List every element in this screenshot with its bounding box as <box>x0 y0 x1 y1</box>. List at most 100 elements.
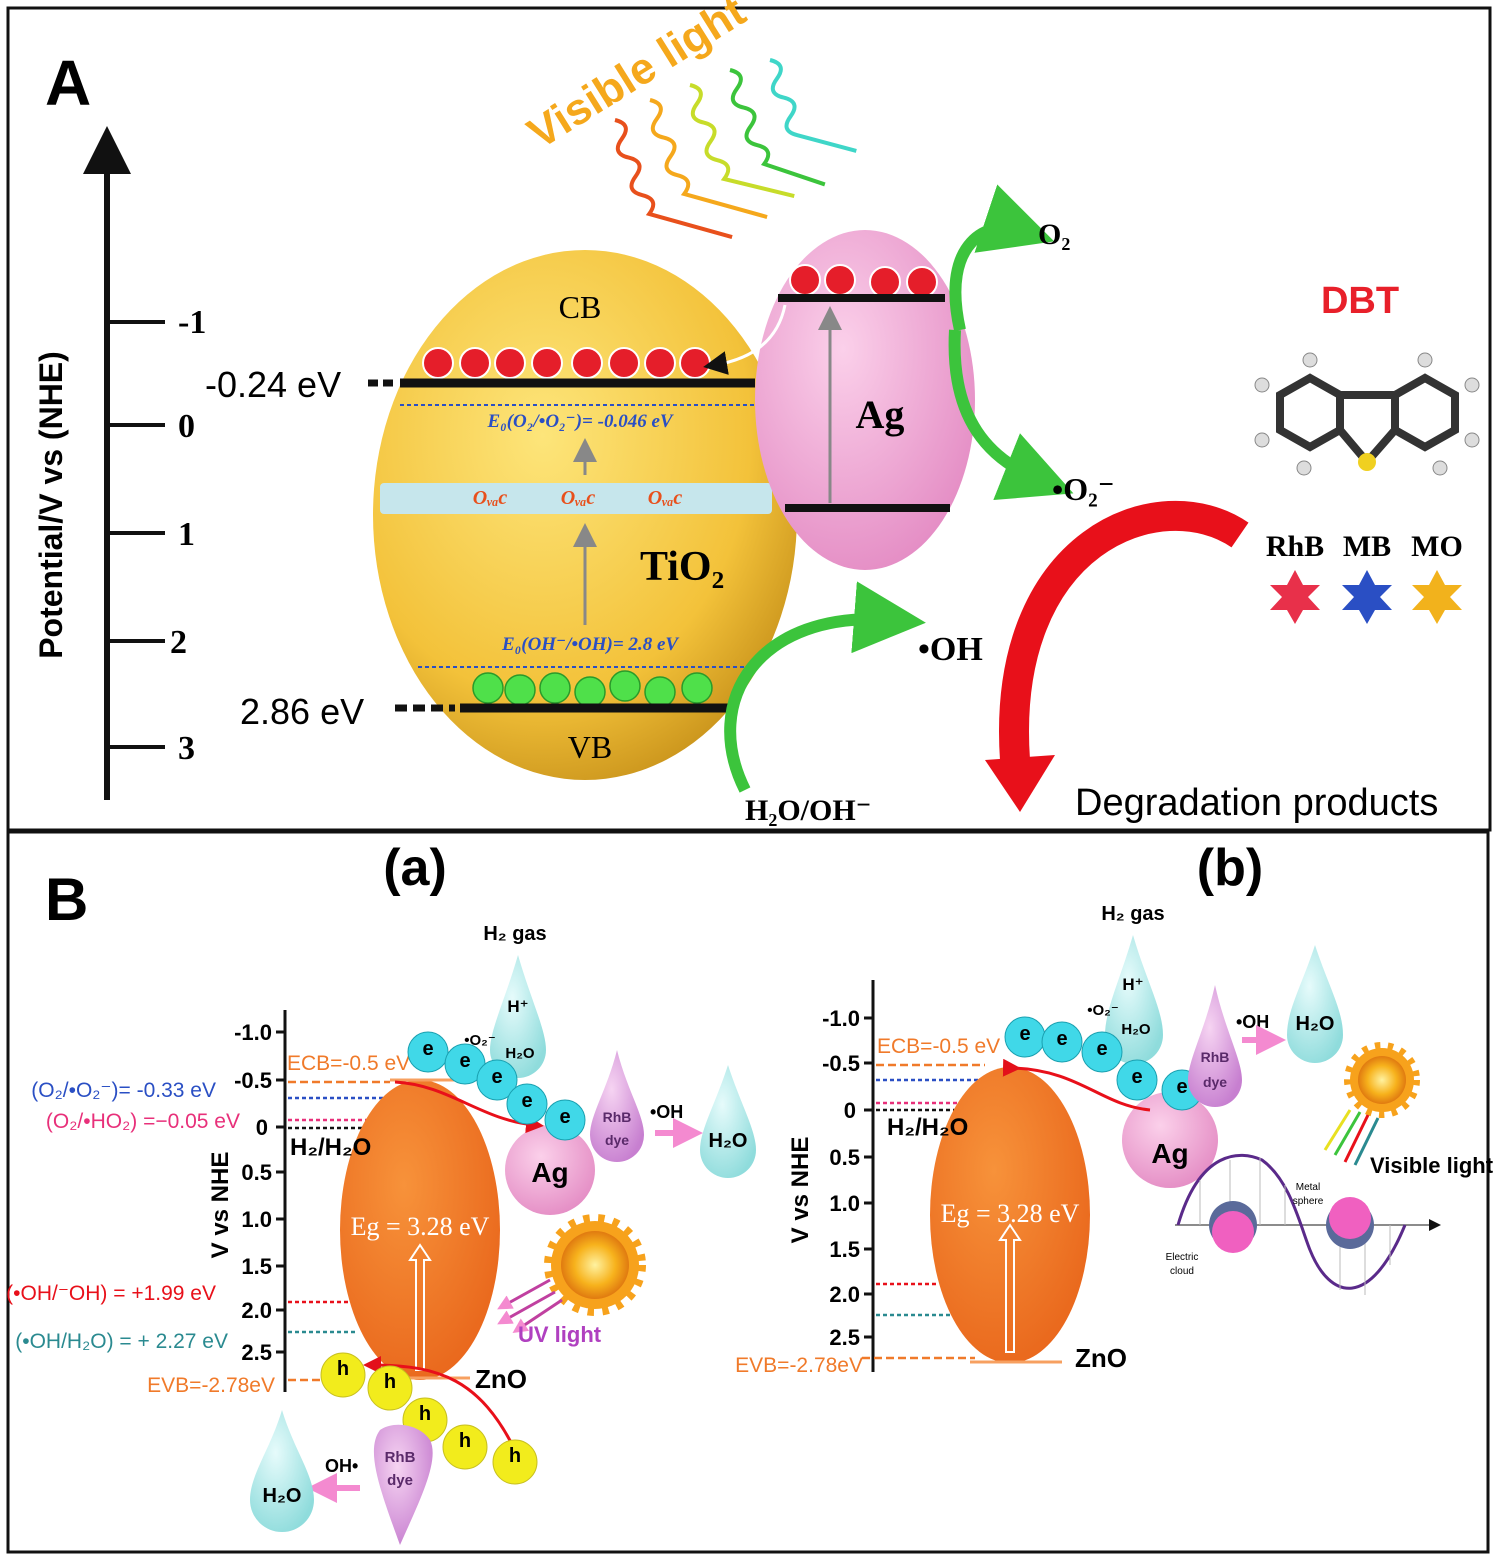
electron-label: e <box>491 1066 502 1088</box>
vb-label: VB <box>568 729 612 765</box>
water-label: H₂O <box>1296 1013 1335 1035</box>
excitation-arrow <box>998 1223 1022 1353</box>
electron-label: e <box>1096 1038 1107 1060</box>
tick-label: 1.0 <box>829 1191 860 1216</box>
evb-label: EVB=-2.78eV <box>735 1354 863 1377</box>
zno-particle <box>930 1067 1090 1363</box>
superoxide-label: •O₂⁻ <box>1052 471 1115 507</box>
holes <box>472 670 713 708</box>
hole-label: h <box>459 1430 471 1452</box>
oh-h2o-potential: (•OH/H₂O) = + 2.27 eV <box>15 1330 228 1353</box>
ag-particle <box>1122 1092 1218 1188</box>
electron-label: e <box>1176 1076 1187 1098</box>
water-label: H₂O <box>263 1485 302 1507</box>
tick-label: 2.5 <box>829 1325 860 1350</box>
h2-gas-label: H₂ gas <box>483 923 546 945</box>
dye-star-icons <box>1270 570 1462 624</box>
tick-label: 1 <box>178 516 195 553</box>
h2-h2o-label: H₂/H₂O <box>887 1114 968 1141</box>
superoxide-label: •O₂⁻ <box>1087 1002 1119 1019</box>
sun-icon <box>544 1214 646 1316</box>
tick-label: 2.0 <box>829 1282 860 1307</box>
panel-a: A -1 0 1 2 3 Potential/V vs (NHE) Visibl… <box>6 0 1492 832</box>
dye-label: RhB <box>1266 530 1324 563</box>
water-drop <box>250 1410 314 1532</box>
uv-light-label: UV light <box>518 1322 602 1347</box>
hole-label: h <box>419 1403 431 1425</box>
o2-superoxide-potential: (O₂/•O₂⁻)= -0.33 eV <box>31 1079 216 1102</box>
tick-label: -1.0 <box>234 1020 272 1045</box>
electron-label: e <box>1131 1066 1142 1088</box>
metal-sphere-label: Metal <box>1296 1182 1320 1193</box>
bandgap-label: Eg = 3.28 eV <box>351 1212 490 1241</box>
water-drop <box>1287 945 1343 1063</box>
degradation-label: Degradation products <box>1075 782 1438 824</box>
dbt-label: DBT <box>1321 280 1399 322</box>
electrons <box>407 1031 586 1141</box>
dbt-molecule-icon <box>1254 352 1480 476</box>
tick-label: -0.5 <box>234 1068 272 1093</box>
subpanel-title: (b) <box>1197 839 1263 897</box>
superoxide-label: •O₂⁻ <box>464 1032 496 1049</box>
hydroxyl-arrow <box>724 581 926 793</box>
electrons <box>1004 1016 1203 1111</box>
dye-label: MO <box>1411 530 1463 563</box>
visible-light-label: Visible light <box>1370 1153 1494 1178</box>
dye-label: dye <box>1203 1074 1227 1090</box>
cb-label: CB <box>559 289 602 325</box>
ecb-label: ECB=-0.5 eV <box>287 1052 410 1075</box>
oh-potential: E₀(OH⁻/•OH)= 2.8 eV <box>501 634 679 655</box>
axis-ticks <box>107 320 165 749</box>
rhb-dye-drop <box>590 1050 644 1162</box>
tick-label: 2.0 <box>241 1298 272 1323</box>
superoxide-arrow <box>948 329 1074 501</box>
oh-radical-label: •OH <box>650 1102 683 1122</box>
oh-oh-potential: (•OH/⁻OH) = +1.99 eV <box>6 1282 216 1305</box>
tick-label: 0.5 <box>829 1145 860 1170</box>
h2o-label: H₂O <box>505 1045 534 1062</box>
hole-label: h <box>509 1445 521 1467</box>
cb-energy: -0.24 eV <box>205 364 341 405</box>
water-drop <box>700 1065 756 1178</box>
electric-cloud-label: cloud <box>1170 1266 1194 1277</box>
ag-label: Ag <box>1151 1138 1188 1169</box>
zno-label: ZnO <box>1075 1343 1127 1373</box>
panel-b-label: B <box>45 866 88 933</box>
h2-drop <box>490 955 546 1078</box>
dye-label: RhB <box>603 1109 632 1125</box>
electric-cloud-label: Electric <box>1166 1252 1199 1263</box>
electron-label: e <box>521 1090 532 1112</box>
subpanel-a: (a) -1.0 -0.5 0 0.5 1.0 1.5 2.0 2.5 V vs… <box>6 839 756 1545</box>
rhb-dye-drop <box>373 1424 433 1545</box>
ag-label: Ag <box>856 392 905 437</box>
oh-radical-label: •OH <box>1236 1012 1269 1032</box>
axis-label: Potential/V vs (NHE) <box>33 351 69 659</box>
water-label: H₂O/OH⁻ <box>745 794 872 827</box>
hole-label: h <box>384 1371 396 1393</box>
plasmon-wave-diagram <box>1175 1153 1441 1295</box>
tick-label: 2.5 <box>241 1340 272 1365</box>
axis-label: V vs NHE <box>207 1152 234 1259</box>
tick-label: 2 <box>170 624 187 661</box>
h2o-label: H₂O <box>1121 1021 1150 1038</box>
tick-label: 0.5 <box>241 1160 272 1185</box>
vb-energy: 2.86 eV <box>240 691 364 732</box>
tick-label: -0.5 <box>822 1051 860 1076</box>
h2-h2o-label: H₂/H₂O <box>290 1134 371 1161</box>
o2-label: O₂ <box>1038 218 1070 251</box>
tick-label: 1.0 <box>241 1207 272 1232</box>
dye-label: RhB <box>385 1449 416 1466</box>
tick-label: 3 <box>178 730 195 767</box>
panel-b: B (a) -1.0 -0.5 0 0.5 1.0 1.5 2.0 2.5 V … <box>6 830 1494 1554</box>
dye-label: dye <box>605 1132 629 1148</box>
ecb-label: ECB=-0.5 eV <box>877 1035 1000 1058</box>
tick-label: -1 <box>178 304 206 341</box>
h2-drop <box>1105 935 1163 1064</box>
axis-label: V vs NHE <box>787 1137 814 1244</box>
subpanel-title: (a) <box>383 839 447 897</box>
oxygen-vacancy: Oᵥₐc <box>473 487 508 509</box>
electron-label: e <box>559 1106 570 1128</box>
o2-arrow <box>949 184 1055 332</box>
tick-label: 0 <box>844 1098 856 1123</box>
